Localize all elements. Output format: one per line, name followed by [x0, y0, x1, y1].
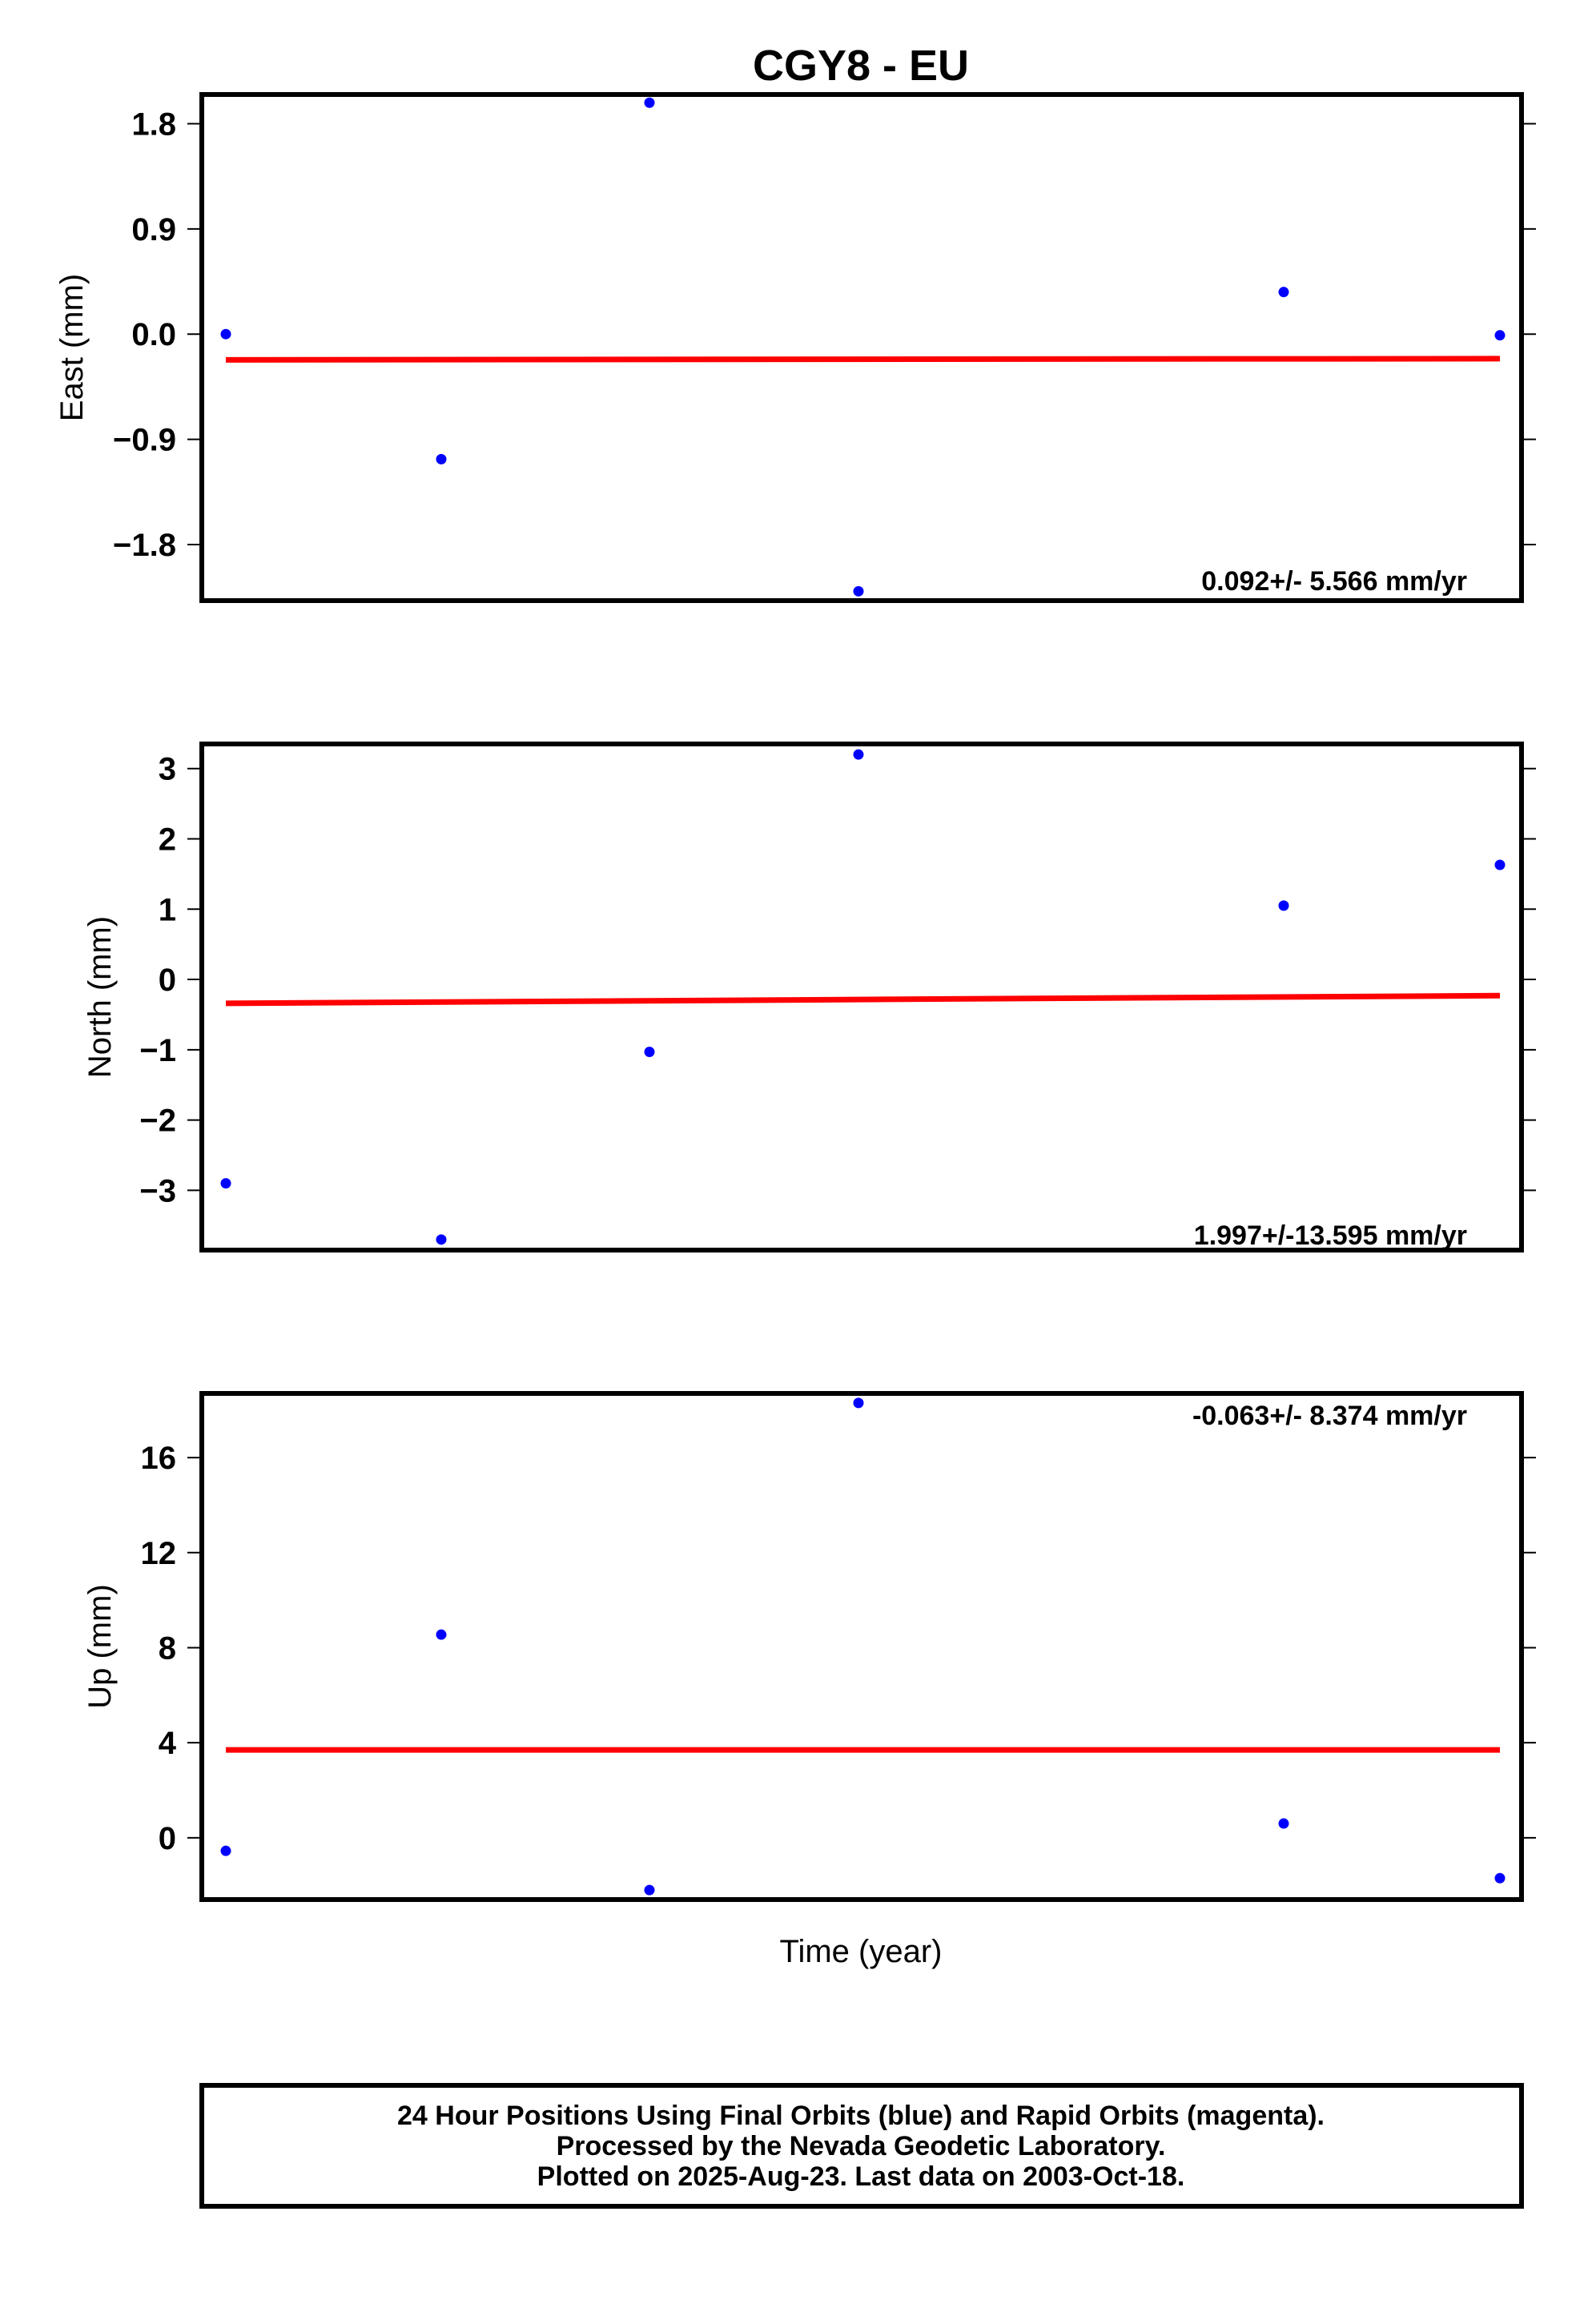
- up-data-point: [436, 1629, 447, 1640]
- up-y-axis-label: Up (mm): [82, 1584, 118, 1709]
- footer-line-3: Plotted on 2025-Aug-23. Last data on 200…: [537, 2161, 1185, 2192]
- east-data-point: [1278, 287, 1289, 298]
- east-data-point: [220, 328, 231, 340]
- north-y-axis-label: North (mm): [82, 916, 118, 1078]
- footer-line-2: Processed by the Nevada Geodetic Laborat…: [557, 2131, 1166, 2161]
- north-y-ticks: [187, 767, 1536, 1192]
- north-data-point: [220, 1178, 231, 1189]
- up-y-ticks: [187, 1457, 1536, 1839]
- north-y-tick-labels: 3 2 1 0 −1 −2 −3: [139, 752, 176, 1209]
- north-data-point: [644, 1046, 655, 1057]
- up-y-tick-label: 0: [159, 1821, 176, 1856]
- east-y-tick-label: −0.9: [113, 423, 176, 458]
- north-data-point: [853, 749, 864, 760]
- up-y-tick-label: 8: [159, 1630, 176, 1666]
- east-y-tick-label: 1.8: [131, 107, 176, 142]
- east-y-ticks: [187, 123, 1536, 545]
- up-y-tick-label: 16: [141, 1441, 177, 1476]
- up-data-point: [1278, 1818, 1289, 1829]
- north-y-tick-label: −1: [139, 1033, 176, 1068]
- east-y-tick-label: 0.9: [131, 212, 176, 247]
- east-data-points: [220, 97, 1506, 597]
- north-plot-frame: [199, 742, 1524, 1252]
- north-y-tick-label: −2: [139, 1104, 176, 1139]
- east-y-tick-labels: 1.8 0.9 0.0 −0.9 −1.8: [113, 107, 176, 562]
- north-y-tick-label: 1: [159, 892, 176, 927]
- up-plot-frame: [199, 1391, 1524, 1902]
- east-data-point: [853, 585, 864, 597]
- chart-title: CGY8 - EU: [753, 42, 969, 90]
- x-axis-label: Time (year): [780, 1934, 943, 1969]
- up-panel: 16 12 8 4 0 Up (mm) -0.063+/- 8.374 mm/yr: [82, 1391, 1536, 1902]
- up-rate-label: -0.063+/- 8.374 mm/yr: [1192, 1401, 1467, 1431]
- north-y-tick-label: 3: [159, 752, 176, 787]
- east-y-axis-label: East (mm): [54, 274, 90, 421]
- footer-frame: [199, 2083, 1524, 2209]
- north-data-point: [1494, 859, 1506, 870]
- east-plot-frame: [199, 92, 1524, 603]
- footer-box: 24 Hour Positions Using Final Orbits (bl…: [199, 2083, 1524, 2209]
- east-data-point: [436, 453, 447, 464]
- east-panel: 1.8 0.9 0.0 −0.9 −1.8 East (mm) 0.092+/- 5.5…: [54, 92, 1536, 603]
- up-data-point: [644, 1884, 655, 1896]
- up-y-tick-label: 4: [159, 1726, 177, 1761]
- east-data-point: [644, 97, 655, 108]
- up-data-point: [853, 1397, 864, 1409]
- east-trend-line: [225, 356, 1501, 363]
- north-data-points: [220, 749, 1506, 1245]
- north-panel: 3 2 1 0 −1 −2 −3 North (mm) 1.997+/-13.595 mm/…: [82, 742, 1536, 1252]
- north-y-tick-label: −3: [139, 1173, 176, 1208]
- east-data-point: [1494, 330, 1506, 341]
- north-y-tick-label: 2: [159, 822, 176, 858]
- up-data-point: [1494, 1872, 1506, 1884]
- up-y-tick-labels: 16 12 8 4 0: [141, 1441, 177, 1856]
- north-data-point: [436, 1234, 447, 1245]
- north-trend-line: [225, 992, 1501, 1007]
- up-y-tick-label: 12: [141, 1536, 177, 1571]
- east-y-tick-label: −1.8: [113, 528, 176, 563]
- footer-line-1: 24 Hour Positions Using Final Orbits (bl…: [397, 2101, 1325, 2131]
- east-rate-label: 0.092+/- 5.566 mm/yr: [1201, 566, 1467, 597]
- north-rate-label: 1.997+/-13.595 mm/yr: [1194, 1220, 1467, 1251]
- up-data-points: [220, 1397, 1506, 1896]
- east-y-tick-label: 0.0: [131, 317, 176, 352]
- north-data-point: [1278, 900, 1289, 911]
- north-y-tick-label: 0: [159, 963, 176, 998]
- up-data-point: [220, 1845, 231, 1856]
